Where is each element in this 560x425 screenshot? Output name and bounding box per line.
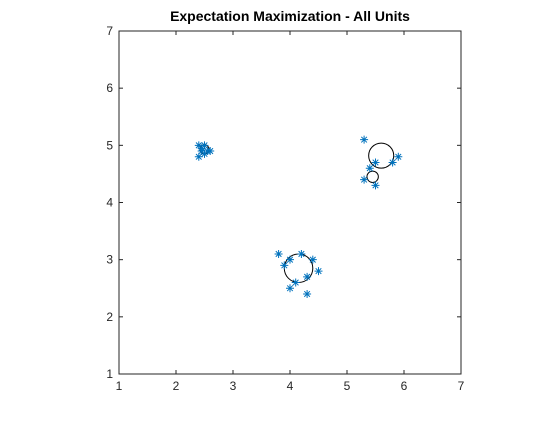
x-tick-label: 2 [173,379,180,393]
data-point-asterisk [286,284,294,293]
data-point-asterisk [371,181,380,190]
data-point-asterisk [194,152,203,161]
x-tick-label: 7 [458,379,465,393]
data-point-asterisk [200,141,209,150]
x-tick-label: 5 [344,379,351,393]
data-point-asterisk [297,249,306,258]
plot-area [118,30,462,375]
x-tick-label: 6 [401,379,408,393]
x-tick-label: 3 [230,379,237,393]
data-point-asterisk [200,149,209,158]
data-point-asterisk [274,249,283,258]
y-tick-label: 5 [106,138,113,152]
y-tick-label: 1 [106,367,113,381]
chart-title: Expectation Maximization - All Units [170,8,410,24]
gaussian-component-circle [366,170,379,183]
data-point-asterisk [194,141,203,150]
data-point-asterisk [388,158,397,167]
y-tick-label: 6 [106,81,113,95]
data-point-asterisk [308,255,317,264]
data-point-asterisk [291,278,300,287]
y-tick-label: 3 [106,253,113,267]
data-point-asterisk [303,289,312,298]
gaussian-component-circle [368,142,395,169]
data-point-asterisk [197,147,206,156]
data-point-asterisk [365,164,374,173]
data-point-asterisk [394,152,403,161]
x-tick-label: 4 [287,379,294,393]
data-point-asterisk [314,267,323,276]
data-point-asterisk [286,255,294,264]
data-point-asterisk [360,135,369,144]
y-tick-label: 7 [106,24,113,38]
y-tick-label: 2 [106,310,113,324]
data-point-asterisk [371,158,380,167]
data-point-asterisk [360,175,369,184]
x-tick-label: 1 [116,379,123,393]
data-point-asterisk [206,147,215,156]
data-point-asterisk [303,272,312,281]
y-tick-label: 4 [106,196,113,210]
data-point-asterisk [280,261,289,270]
